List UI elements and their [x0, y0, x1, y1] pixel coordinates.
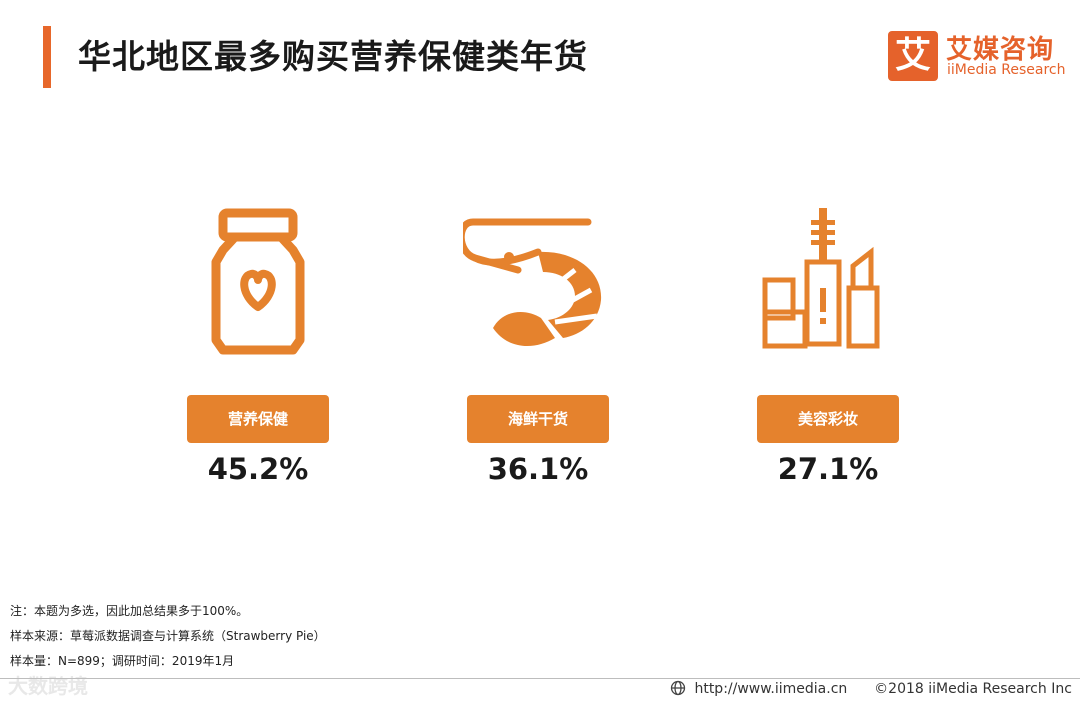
logo-mark-icon: 艾 [888, 31, 938, 81]
category-label: 海鲜干货 [467, 395, 609, 443]
category-percentage: 27.1% [777, 452, 879, 486]
brand-name-en: iiMedia Research [947, 62, 1066, 78]
page-title: 华北地区最多购买营养保健类年货 [78, 37, 588, 76]
note-sample-source: 样本来源：草莓派数据调查与计算系统（Strawberry Pie） [10, 629, 326, 643]
title-accent-bar [43, 26, 51, 88]
globe-icon [670, 680, 686, 696]
shrimp-icon [463, 218, 602, 347]
nutrition-jar-icon [211, 208, 305, 355]
cosmetics-icon [762, 208, 880, 349]
footer-divider [0, 678, 1080, 679]
category-label: 美容彩妆 [757, 395, 899, 443]
note-multiselect: 注：本题为多选，因此加总结果多于100%。 [10, 604, 249, 618]
category-percentage: 36.1% [487, 452, 589, 486]
footnotes: 注：本题为多选，因此加总结果多于100%。 样本来源：草莓派数据调查与计算系统（… [10, 602, 326, 677]
footer: http://www.iimedia.cn ©2018 iiMedia Rese… [670, 680, 1072, 697]
note-sample-size: 样本量：N=899；调研时间：2019年1月 [10, 654, 235, 668]
brand-logo[interactable]: 艾 艾媒咨询 iiMedia Research [888, 31, 1073, 83]
category-percentage: 45.2% [207, 452, 309, 486]
brand-name-cn: 艾媒咨询 [946, 35, 1055, 65]
footer-url-link[interactable]: http://www.iimedia.cn [694, 681, 848, 697]
category-label: 营养保健 [187, 395, 329, 443]
footer-copyright: ©2018 iiMedia Research Inc [874, 681, 1072, 697]
watermark: 大数跨境 [8, 674, 88, 698]
